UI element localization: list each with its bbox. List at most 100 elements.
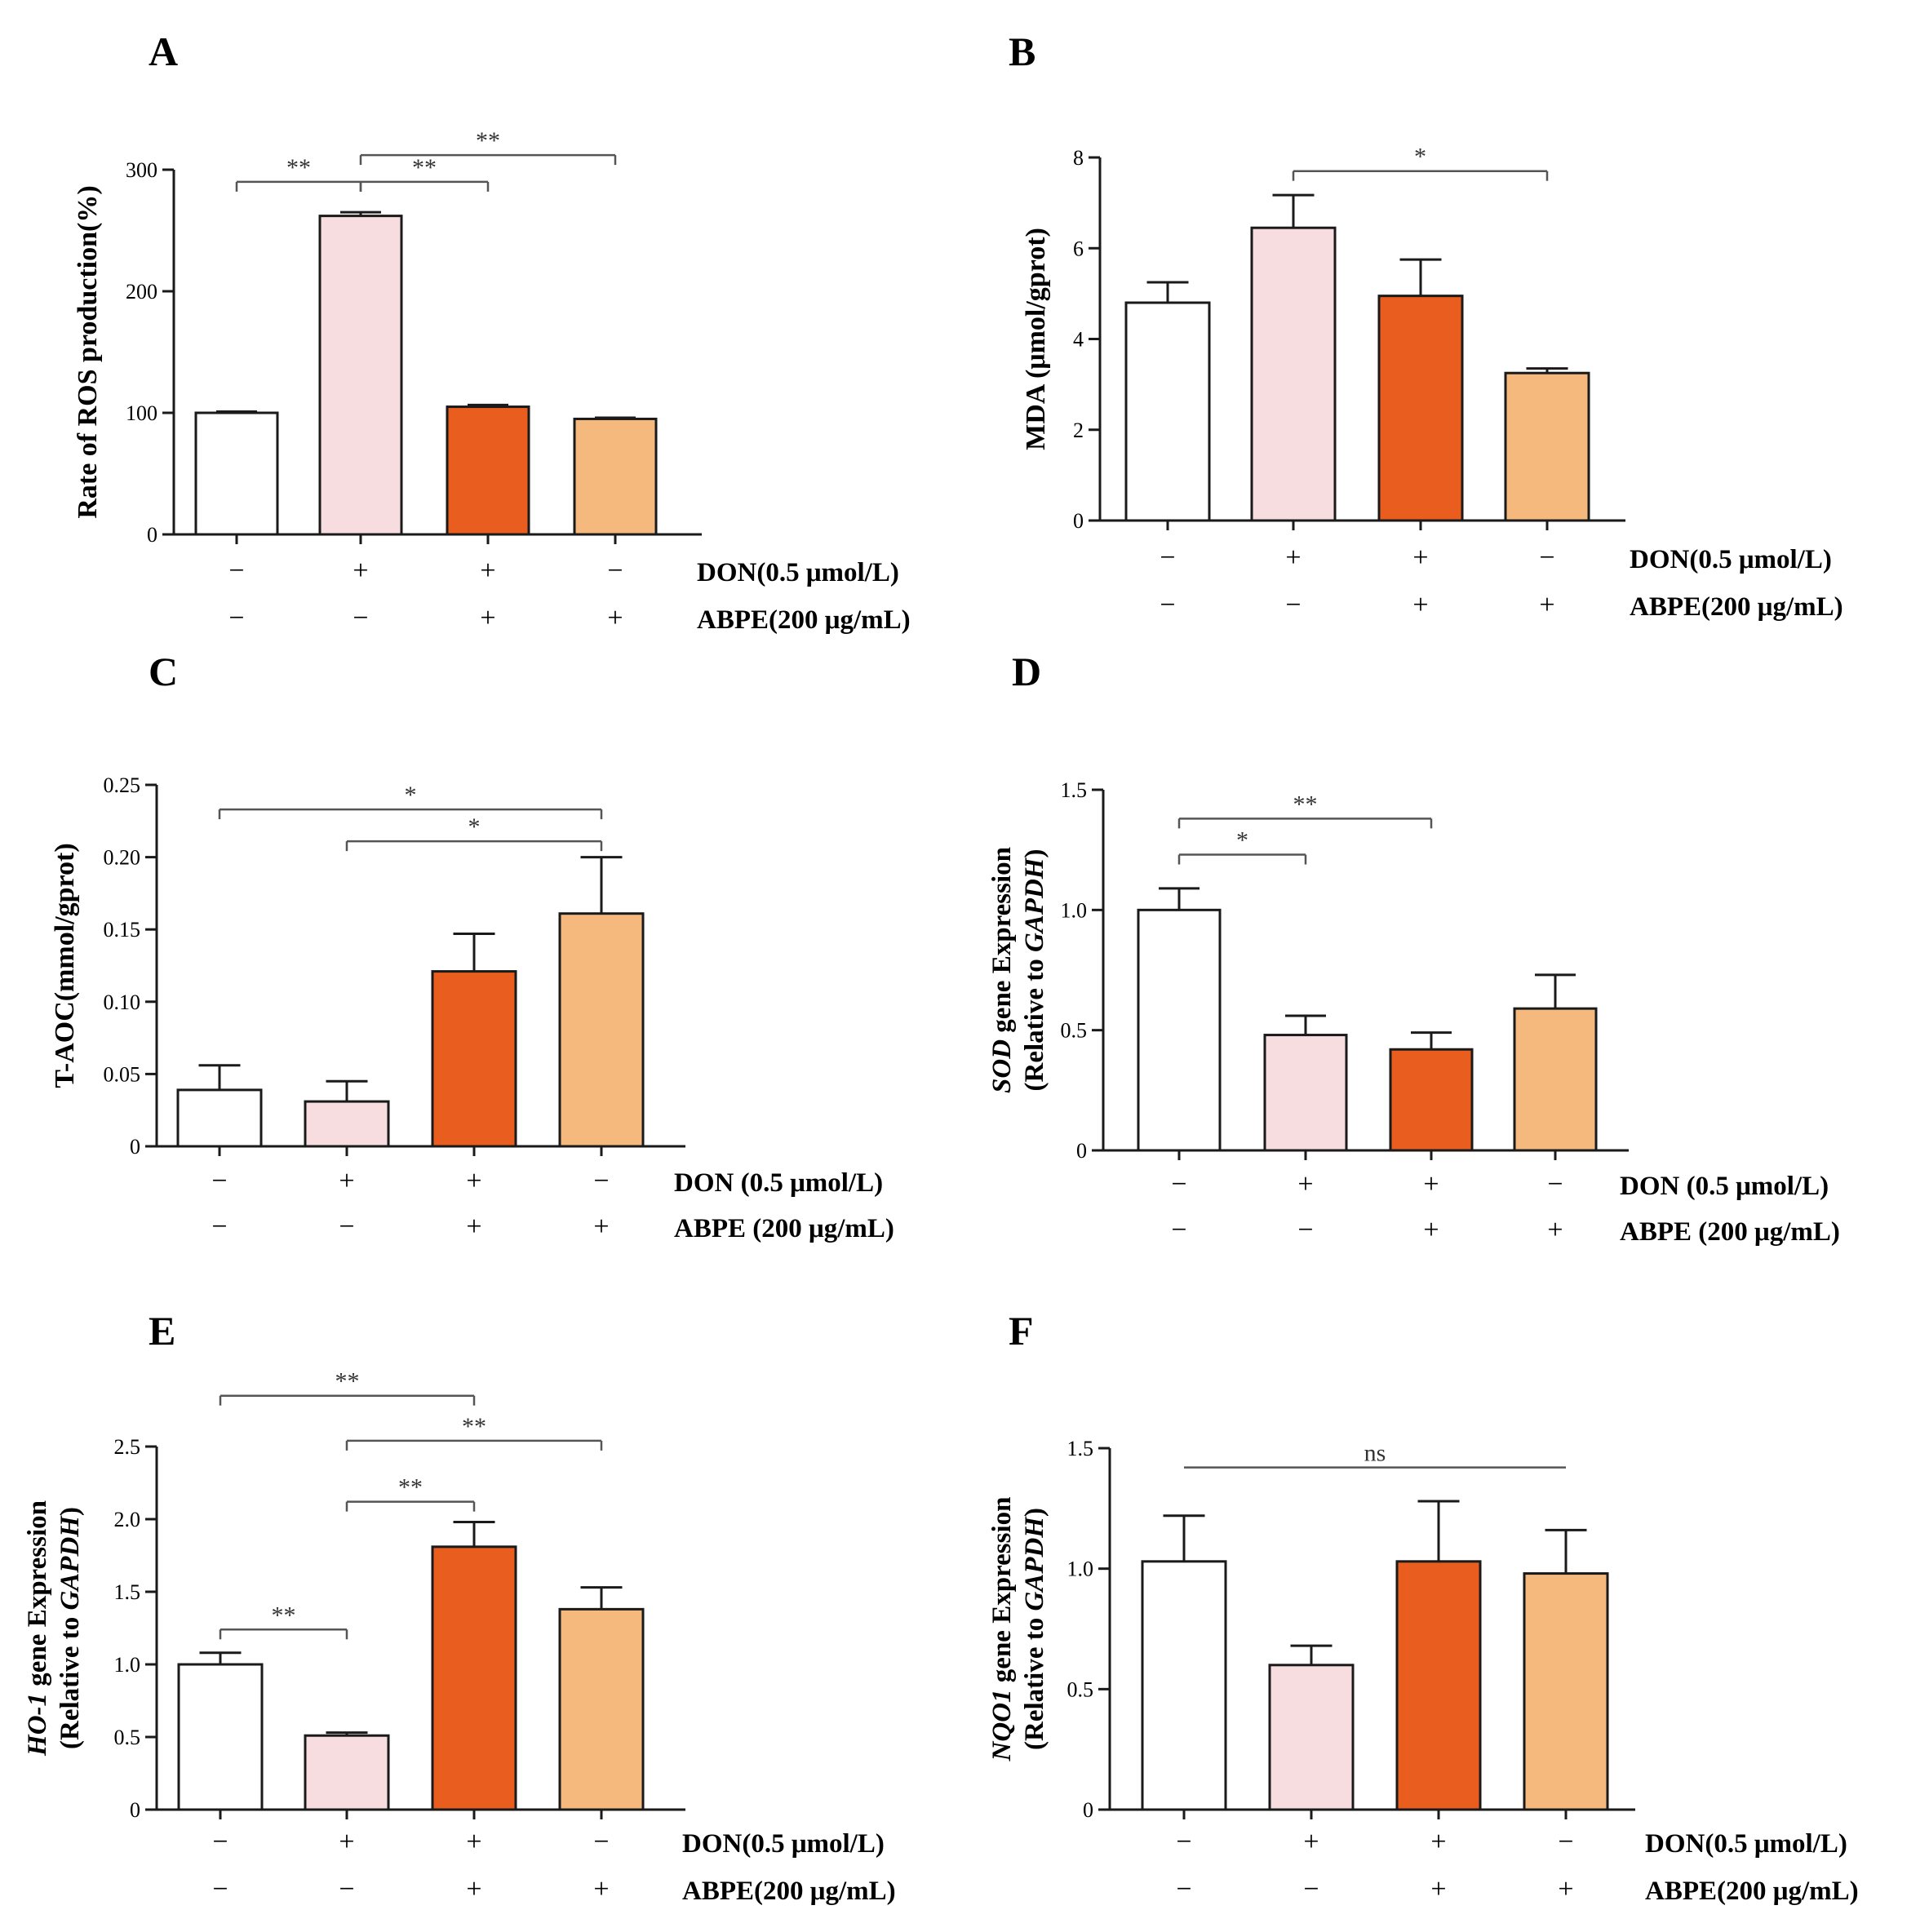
- y-tick-label: 0.5: [114, 1726, 141, 1749]
- treatment-sign: +: [1297, 1169, 1313, 1199]
- bar-2: [1389, 1048, 1474, 1152]
- y-axis-label-pre: (Relative to: [55, 1611, 85, 1749]
- significance-label: *: [405, 782, 417, 809]
- panel-e: E 0 0.5 1.0 1.5 2.0 2.5 ** ** ** ** − + + − DON(0.5 μmo…: [23, 1308, 896, 1906]
- y-tick-label: 4: [1073, 328, 1084, 352]
- treatment-sign: +: [466, 1874, 481, 1904]
- treatment-sign: +: [607, 603, 623, 633]
- bar-2: [431, 1545, 517, 1811]
- y-tick-label: 100: [126, 401, 157, 425]
- bar-2: [1395, 1560, 1482, 1811]
- y-tick-label: 1.5: [1061, 778, 1088, 802]
- treatment-label: ABPE (200 μg/mL): [674, 1214, 894, 1243]
- bar-3: [558, 1607, 645, 1811]
- y-tick-label: 1.0: [1061, 898, 1088, 922]
- treatment-sign: −: [607, 556, 623, 586]
- treatment-label: ABPE(200 μg/mL): [1630, 592, 1843, 622]
- y-tick-label: 1.5: [1067, 1437, 1094, 1460]
- panel-label: C: [149, 649, 178, 694]
- y-axis-reference-gene: GAPDH: [1020, 1516, 1049, 1611]
- treatment-sign: −: [339, 1212, 354, 1242]
- y-tick-label: 0: [130, 1135, 140, 1159]
- y-axis-label-line2: (Relative to GAPDH): [1020, 1508, 1049, 1750]
- y-tick-label: 0: [130, 1798, 140, 1822]
- bar-1: [1263, 1034, 1348, 1152]
- y-tick-label: 0.20: [104, 846, 141, 870]
- panel-c: C 0 0.05 0.10 0.15 0.20 0.25 * * − + + − DON (0.5 μmo…: [50, 649, 894, 1243]
- panel-d: D00.51.01.5***− + + − DON (0.5 μmol/L)− − + + AB…: [987, 649, 1840, 1247]
- y-tick-label: 6: [1073, 237, 1084, 260]
- y-axis-label-post: ): [1020, 849, 1049, 858]
- y-axis-gene: SOD: [987, 1039, 1017, 1093]
- y-tick-label: 1.0: [114, 1653, 141, 1677]
- bar-0: [177, 1663, 264, 1811]
- bar-0: [1124, 301, 1211, 522]
- y-tick-label: 0.10: [104, 990, 141, 1014]
- treatment-sign: −: [1547, 1169, 1563, 1199]
- significance-label: **: [272, 1602, 296, 1628]
- y-tick-label: 0.05: [104, 1062, 141, 1086]
- treatment-sign: +: [1423, 1215, 1439, 1245]
- y-axis-label-line2: (Relative to GAPDH): [55, 1507, 85, 1749]
- treatment-sign: +: [339, 1166, 354, 1196]
- treatment-label: ABPE(200 μg/mL): [682, 1877, 896, 1906]
- treatment-sign: −: [1303, 1874, 1319, 1904]
- bar-3: [573, 417, 658, 536]
- y-tick-label: 8: [1073, 146, 1084, 170]
- treatment-sign: +: [1539, 590, 1554, 620]
- y-tick-label: 0: [1083, 1798, 1093, 1822]
- treatment-label: ABPE (200 μg/mL): [1620, 1217, 1840, 1247]
- treatment-sign: +: [1430, 1874, 1446, 1904]
- treatment-sign: −: [1171, 1169, 1186, 1199]
- y-axis-label: T-AOC(mmol/gprot): [50, 843, 80, 1088]
- y-tick-label: 0.15: [104, 918, 141, 942]
- y-axis-label: Rate of ROS production(%): [73, 185, 103, 518]
- panel-label: A: [149, 29, 178, 74]
- y-tick-label: 1.5: [114, 1580, 141, 1604]
- significance-label: **: [1293, 791, 1318, 818]
- treatment-sign: −: [1176, 1827, 1191, 1857]
- treatment-sign: +: [466, 1827, 481, 1857]
- treatment-sign: −: [593, 1827, 609, 1857]
- y-axis-label-pre: (Relative to: [1020, 1611, 1049, 1750]
- significance-label: **: [286, 154, 311, 181]
- bar-2: [1377, 295, 1464, 522]
- panel-label: D: [1012, 649, 1041, 694]
- treatment-label: DON(0.5 μmol/L): [682, 1829, 885, 1859]
- treatment-sign: +: [339, 1827, 354, 1857]
- treatment-sign: −: [593, 1166, 609, 1196]
- significance-label: *: [1236, 827, 1248, 854]
- panel-a: A 0 100 200 300 ** ** ** − + + − DON(0.5 μmol/L) − − + +…: [73, 29, 911, 635]
- bar-1: [1250, 226, 1337, 522]
- treatment-sign: +: [1558, 1874, 1573, 1904]
- y-axis-gene: HO-1: [23, 1693, 52, 1757]
- panel-label: F: [1009, 1308, 1034, 1354]
- treatment-sign: −: [1160, 543, 1175, 573]
- bar-0: [1137, 908, 1222, 1152]
- treatment-sign: −: [1285, 590, 1301, 620]
- y-tick-label: 0.5: [1067, 1677, 1094, 1701]
- panel-f: F 0 0.5 1.0 1.5 ns − + + − DON(0.5 μmol/L) − − + + ABPE…: [987, 1308, 1859, 1906]
- treatment-sign: −: [211, 1212, 227, 1242]
- treatment-sign: +: [593, 1212, 609, 1242]
- significance-label: **: [335, 1368, 360, 1395]
- y-axis-label: SOD gene Expression: [987, 847, 1017, 1093]
- bar-3: [558, 912, 645, 1148]
- bar-1: [1268, 1664, 1355, 1811]
- treatment-label: ABPE(200 μg/mL): [697, 605, 911, 635]
- y-tick-label: 2.5: [114, 1435, 141, 1459]
- bar-0: [194, 411, 279, 536]
- significance-label: *: [468, 813, 481, 840]
- treatment-sign: +: [593, 1874, 609, 1904]
- y-axis-label-pre: (Relative to: [1020, 952, 1049, 1091]
- significance-label: *: [1414, 144, 1426, 171]
- y-axis-label: HO-1 gene Expression: [23, 1500, 52, 1757]
- treatment-label: ABPE(200 μg/mL): [1645, 1877, 1859, 1906]
- y-tick-label: 0: [1076, 1139, 1087, 1163]
- y-tick-label: 200: [126, 280, 157, 304]
- panel-label: E: [149, 1308, 175, 1354]
- treatment-sign: −: [212, 1827, 228, 1857]
- y-axis-label-post: ): [1020, 1508, 1049, 1517]
- bar-3: [1513, 1007, 1598, 1152]
- y-tick-label: 300: [126, 158, 157, 182]
